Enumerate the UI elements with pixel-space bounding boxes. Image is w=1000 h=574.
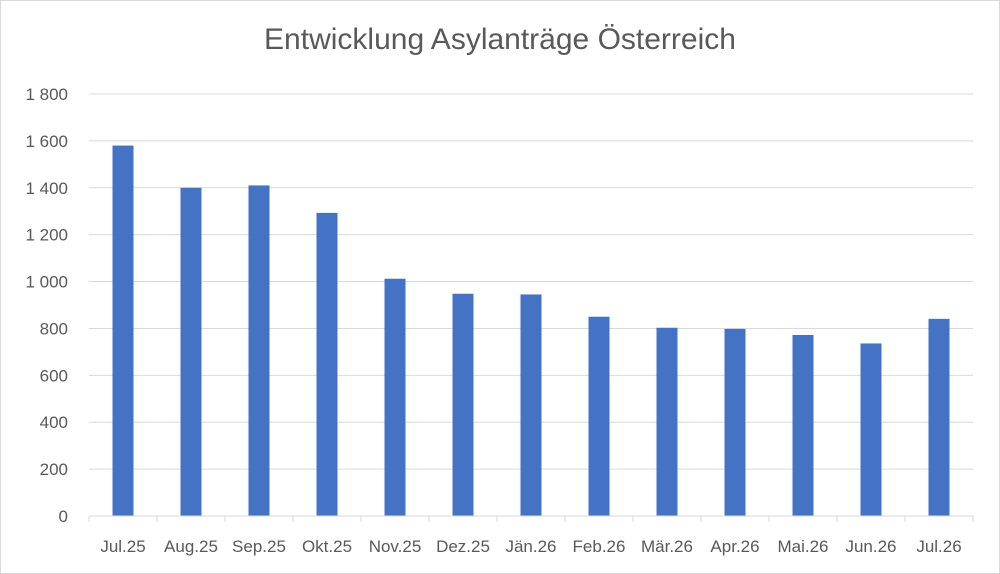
bar-Mai.26 (792, 335, 814, 516)
bar-Jul.25 (112, 145, 134, 517)
x-tick-label: Okt.25 (302, 537, 352, 556)
bar-Aug.25 (180, 187, 202, 516)
x-tick-label: Jun.26 (845, 537, 896, 556)
bar-Dez.25 (452, 293, 474, 516)
bar-Mär.26 (656, 327, 678, 516)
y-tick-label: 1 000 (25, 273, 68, 292)
y-tick-label: 800 (40, 319, 68, 338)
y-tick-label: 1 200 (25, 226, 68, 245)
bar-Okt.25 (316, 212, 338, 516)
x-tick-label: Nov.25 (369, 537, 422, 556)
x-axis (88, 515, 974, 522)
y-tick-label: 200 (40, 460, 68, 479)
x-tick-label: Aug.25 (164, 537, 218, 556)
y-tick-label: 1 400 (25, 179, 68, 198)
y-tick-label: 1 600 (25, 132, 68, 151)
x-tick-label: Jul.25 (100, 537, 145, 556)
bar-Sep.25 (248, 185, 270, 516)
y-tick-label: 600 (40, 366, 68, 385)
x-tick-label: Apr.26 (710, 537, 759, 556)
x-tick-label: Feb.26 (573, 537, 626, 556)
bars (112, 145, 950, 517)
bar-Jän.26 (520, 294, 542, 516)
x-tick-label: Jul.26 (916, 537, 961, 556)
bar-Jul.26 (928, 318, 950, 516)
y-axis-ticks: 0 200 400 600 800 1 000 1 200 1 400 1 600 1 800 (25, 85, 68, 526)
x-tick-label: Mai.26 (777, 537, 828, 556)
x-tick-label: Sep.25 (232, 537, 286, 556)
chart-title: Entwicklung Asylanträge Österreich (264, 23, 736, 56)
x-tick-label: Jän.26 (505, 537, 556, 556)
y-tick-label: 1 800 (25, 85, 68, 104)
x-tick-label: Mär.26 (641, 537, 693, 556)
bar-Nov.25 (384, 278, 406, 516)
x-tick-label: Dez.25 (436, 537, 490, 556)
bar-Jun.26 (860, 343, 882, 516)
x-axis-ticks: Jul.25 Aug.25 Sep.25 Okt.25 Nov.25 Dez.25 Jän.… (100, 537, 961, 556)
bar-Apr.26 (724, 328, 746, 516)
y-tick-label: 400 (40, 413, 68, 432)
y-tick-label: 0 (59, 507, 68, 526)
bar-Feb.26 (588, 316, 610, 516)
